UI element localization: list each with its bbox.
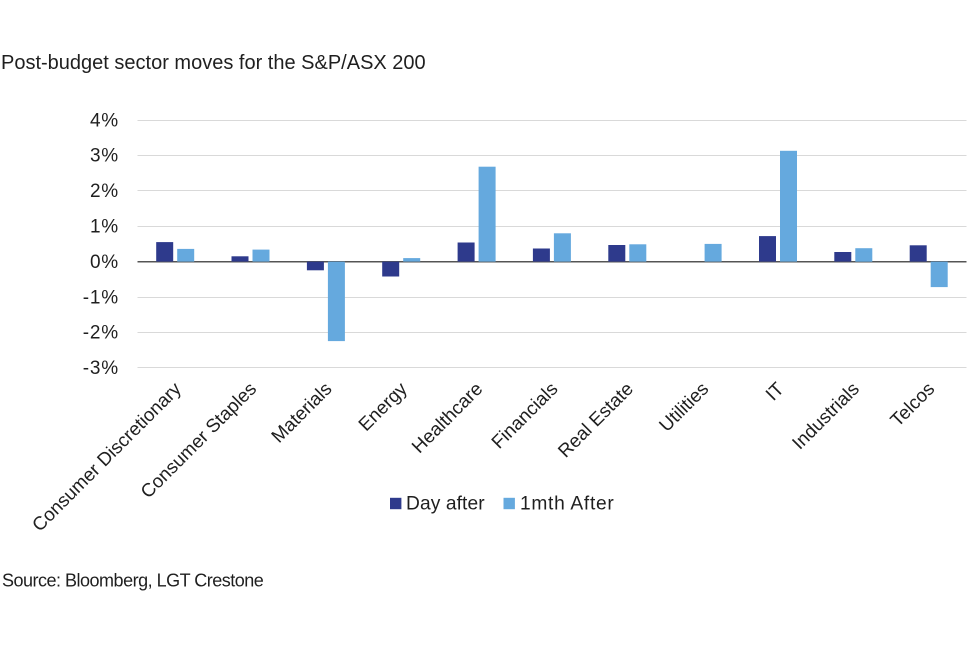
svg-text:-1%: -1% (83, 287, 119, 308)
svg-text:-3%: -3% (83, 358, 119, 379)
svg-text:0%: 0% (90, 252, 119, 273)
svg-text:2%: 2% (90, 181, 119, 202)
svg-text:Source: Bloomberg, LGT Creston: Source: Bloomberg, LGT Crestone (2, 571, 264, 591)
svg-text:1%: 1% (90, 217, 119, 238)
svg-text:1mth After: 1mth After (520, 493, 614, 514)
svg-text:Day after: Day after (406, 493, 485, 514)
svg-text:-2%: -2% (83, 323, 119, 344)
svg-text:Post-budget sector moves for t: Post-budget sector moves for the S&P/ASX… (1, 52, 426, 74)
svg-text:4%: 4% (90, 110, 119, 131)
svg-text:3%: 3% (90, 146, 119, 167)
